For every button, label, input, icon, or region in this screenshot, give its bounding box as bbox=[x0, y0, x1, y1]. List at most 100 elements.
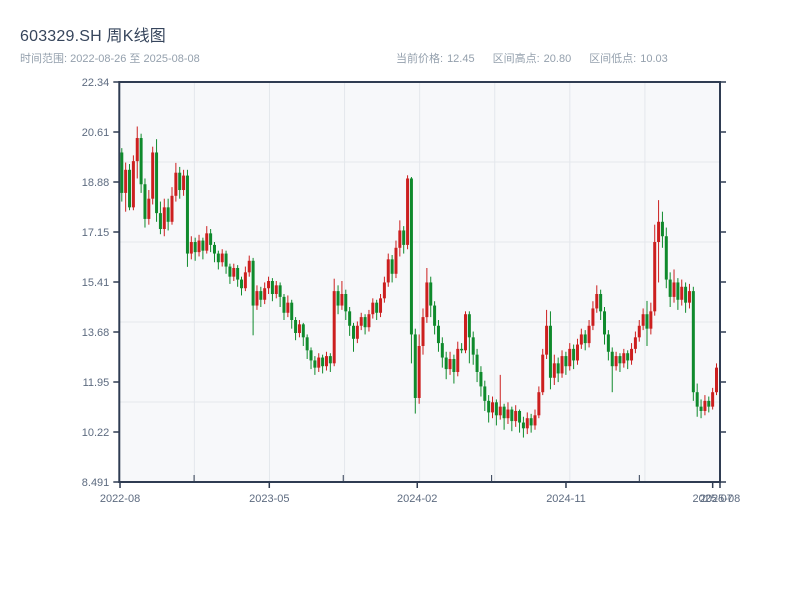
candle-body-down bbox=[436, 325, 440, 344]
candle-body-down bbox=[313, 360, 317, 368]
candle-body-down bbox=[193, 242, 197, 253]
candle-body-down bbox=[336, 291, 340, 306]
candle-body-up bbox=[568, 348, 572, 367]
candle-body-down bbox=[278, 285, 282, 297]
stat-label: 区间高点: bbox=[492, 53, 540, 65]
candle-body-down bbox=[224, 253, 228, 267]
candle-body-down bbox=[290, 302, 294, 320]
candle-body-down bbox=[409, 178, 413, 335]
candle-body-down bbox=[618, 356, 622, 364]
candle-body-down bbox=[251, 260, 255, 306]
x-axis-label: 2022-08 bbox=[100, 493, 140, 505]
y-axis-label: 17.15 bbox=[82, 227, 110, 239]
stats-row: 当前价格: 12.45 区间高点: 20.80 区间低点: 10.03 bbox=[396, 50, 668, 66]
candle-body-up bbox=[425, 282, 429, 318]
candle-body-up bbox=[255, 291, 259, 306]
stat-value: 10.03 bbox=[640, 53, 668, 65]
candle-body-up bbox=[672, 282, 676, 297]
candle-body-up bbox=[174, 172, 178, 196]
candle-body-up bbox=[630, 348, 634, 361]
candle-body-up bbox=[491, 402, 495, 413]
candle-body-down bbox=[120, 152, 124, 193]
stat-value: 20.80 bbox=[543, 53, 572, 65]
candle-body-down bbox=[699, 406, 703, 411]
candle-body-down bbox=[348, 311, 352, 326]
candle-body-up bbox=[641, 314, 645, 326]
candle-body-down bbox=[664, 236, 668, 280]
candle-body-up bbox=[687, 291, 691, 303]
candle-body-up bbox=[135, 138, 139, 162]
candle-body-up bbox=[579, 334, 583, 345]
candle-body-down bbox=[521, 422, 525, 429]
candle-body-up bbox=[131, 161, 135, 208]
candle-body-up bbox=[703, 400, 707, 411]
candle-body-up bbox=[189, 242, 193, 254]
candle-body-up bbox=[653, 242, 657, 312]
candle-body-down bbox=[660, 221, 664, 237]
candle-body-down bbox=[691, 291, 695, 393]
candle-body-up bbox=[297, 324, 301, 333]
candle-body-up bbox=[406, 178, 410, 245]
candle-body-up bbox=[545, 325, 549, 355]
stat-current-price: 当前价格: 12.45 bbox=[396, 50, 475, 66]
candle-body-up bbox=[147, 198, 151, 219]
candle-body-down bbox=[556, 363, 560, 374]
candle-body-down bbox=[603, 311, 607, 335]
candle-body-down bbox=[429, 282, 433, 306]
candle-body-up bbox=[463, 314, 467, 351]
candle-body-up bbox=[448, 358, 452, 370]
candle-body-down bbox=[413, 334, 417, 398]
stat-label: 区间低点: bbox=[589, 53, 637, 65]
candle-body-up bbox=[359, 317, 363, 326]
candle-body-up bbox=[286, 302, 290, 313]
y-axis-label: 18.88 bbox=[82, 177, 110, 189]
candle-body-down bbox=[375, 302, 379, 313]
candle-body-up bbox=[274, 285, 278, 295]
candle-body-down bbox=[684, 286, 688, 303]
candle-body-up bbox=[267, 281, 271, 289]
candle-body-down bbox=[212, 244, 216, 254]
candle-body-up bbox=[514, 410, 518, 422]
candle-body-down bbox=[158, 213, 162, 230]
candle-body-down bbox=[209, 233, 213, 245]
candle-body-up bbox=[711, 392, 715, 407]
candle-body-up bbox=[151, 152, 155, 199]
candle-body-up bbox=[340, 294, 344, 306]
candle-body-down bbox=[626, 353, 630, 361]
candle-body-up bbox=[263, 288, 267, 300]
candle-body-up bbox=[398, 230, 402, 248]
candle-body-down bbox=[390, 259, 394, 274]
candle-body-up bbox=[421, 317, 425, 346]
candle-body-down bbox=[259, 291, 263, 300]
candle-body-down bbox=[305, 337, 309, 351]
candle-body-down bbox=[143, 184, 147, 219]
y-axis-label: 8.491 bbox=[82, 477, 110, 489]
y-axis-label: 15.41 bbox=[82, 277, 110, 289]
x-axis-label: 2025-08 bbox=[700, 493, 740, 505]
candle-body-up bbox=[205, 233, 209, 251]
candle-body-down bbox=[529, 418, 533, 426]
candle-body-up bbox=[614, 356, 618, 367]
x-axis-label: 2023-05 bbox=[249, 493, 289, 505]
candle-body-down bbox=[479, 371, 483, 387]
candle-body-down bbox=[201, 240, 205, 251]
candle-body-down bbox=[433, 305, 437, 326]
y-axis-label: 13.68 bbox=[82, 327, 110, 339]
x-axis-label: 2024-11 bbox=[546, 493, 586, 505]
candle-body-up bbox=[394, 247, 398, 274]
candle-body-up bbox=[525, 418, 529, 429]
candle-body-down bbox=[610, 351, 614, 367]
candle-body-up bbox=[417, 345, 421, 398]
candle-body-up bbox=[379, 298, 383, 313]
candle-body-up bbox=[575, 344, 579, 361]
candle-body-down bbox=[139, 138, 143, 185]
candle-body-up bbox=[649, 311, 653, 329]
candle-body-up bbox=[587, 325, 591, 344]
candle-body-down bbox=[483, 386, 487, 401]
candle-body-down bbox=[309, 350, 313, 361]
candle-body-down bbox=[228, 266, 232, 277]
candle-body-up bbox=[371, 302, 375, 315]
candle-body-up bbox=[162, 207, 166, 230]
y-axis-label: 11.95 bbox=[83, 377, 110, 389]
